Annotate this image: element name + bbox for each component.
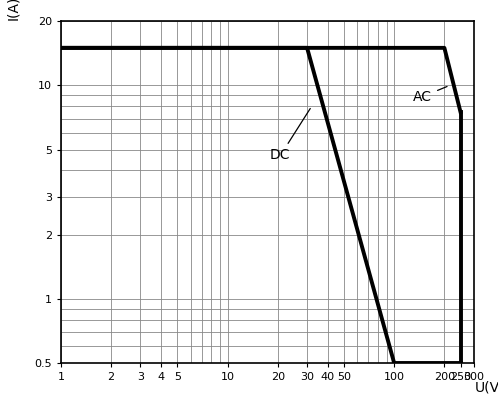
Y-axis label: I(A): I(A) [5,0,19,20]
Text: AC: AC [413,87,447,103]
Text: DC: DC [270,109,310,162]
X-axis label: U(V): U(V) [475,380,498,394]
